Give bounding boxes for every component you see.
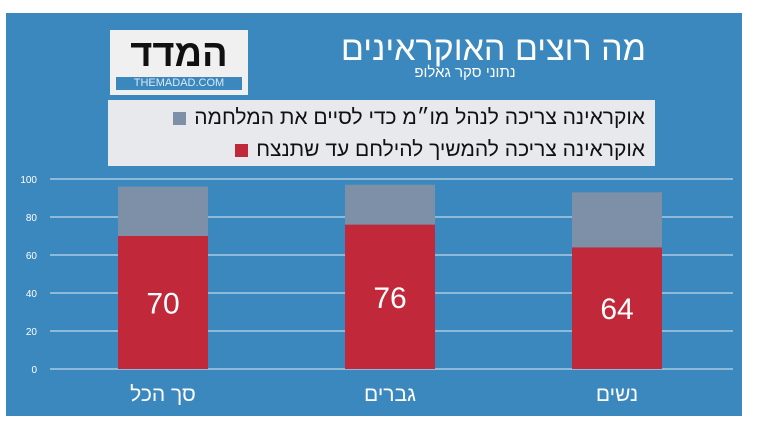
x-tick-label: סך הכל	[130, 383, 196, 406]
legend-item-fight: אוקראינה צריכה להמשיך להילחם עד שתנצח	[235, 138, 645, 162]
logo: המדד THEMADAD.COM	[110, 30, 248, 95]
data-label: 64	[600, 293, 633, 326]
y-tick-label: 20	[26, 327, 38, 338]
logo-text: המדד	[130, 33, 228, 75]
data-label: 76	[373, 282, 406, 315]
legend-item-negotiate: אוקראינה צריכה לנהל מו״מ כדי לסיים את המ…	[173, 106, 645, 130]
x-tick-label: גברים	[364, 383, 416, 406]
logo-url: THEMADAD.COM	[116, 77, 242, 90]
legend-label: אוקראינה צריכה לנהל מו״מ כדי לסיים את המ…	[194, 106, 645, 129]
legend-label: אוקראינה צריכה להמשיך להילחם עד שתנצח	[256, 138, 645, 161]
legend: אוקראינה צריכה לנהל מו״מ כדי לסיים את המ…	[108, 100, 655, 166]
y-tick-label: 0	[31, 365, 37, 376]
chart-title: מה רוצים האוקראינים	[340, 30, 646, 68]
y-tick-label: 100	[20, 175, 37, 186]
chart-subtitle: נתוני סקר גאלופ	[414, 64, 516, 81]
legend-swatch	[173, 111, 187, 125]
bar-segment-fight	[572, 247, 662, 369]
bar-segment-fight	[345, 224, 435, 369]
legend-swatch	[235, 143, 249, 157]
bar-segment-fight	[118, 236, 208, 369]
y-tick-label: 60	[26, 251, 38, 262]
bar-segment-negotiate	[572, 192, 662, 248]
bar-segment-negotiate	[118, 186, 208, 236]
x-tick-label: נשים	[596, 383, 638, 406]
data-label: 70	[146, 288, 179, 321]
y-tick-label: 40	[26, 289, 38, 300]
bar-segment-negotiate	[345, 184, 435, 225]
y-tick-label: 80	[26, 213, 38, 224]
